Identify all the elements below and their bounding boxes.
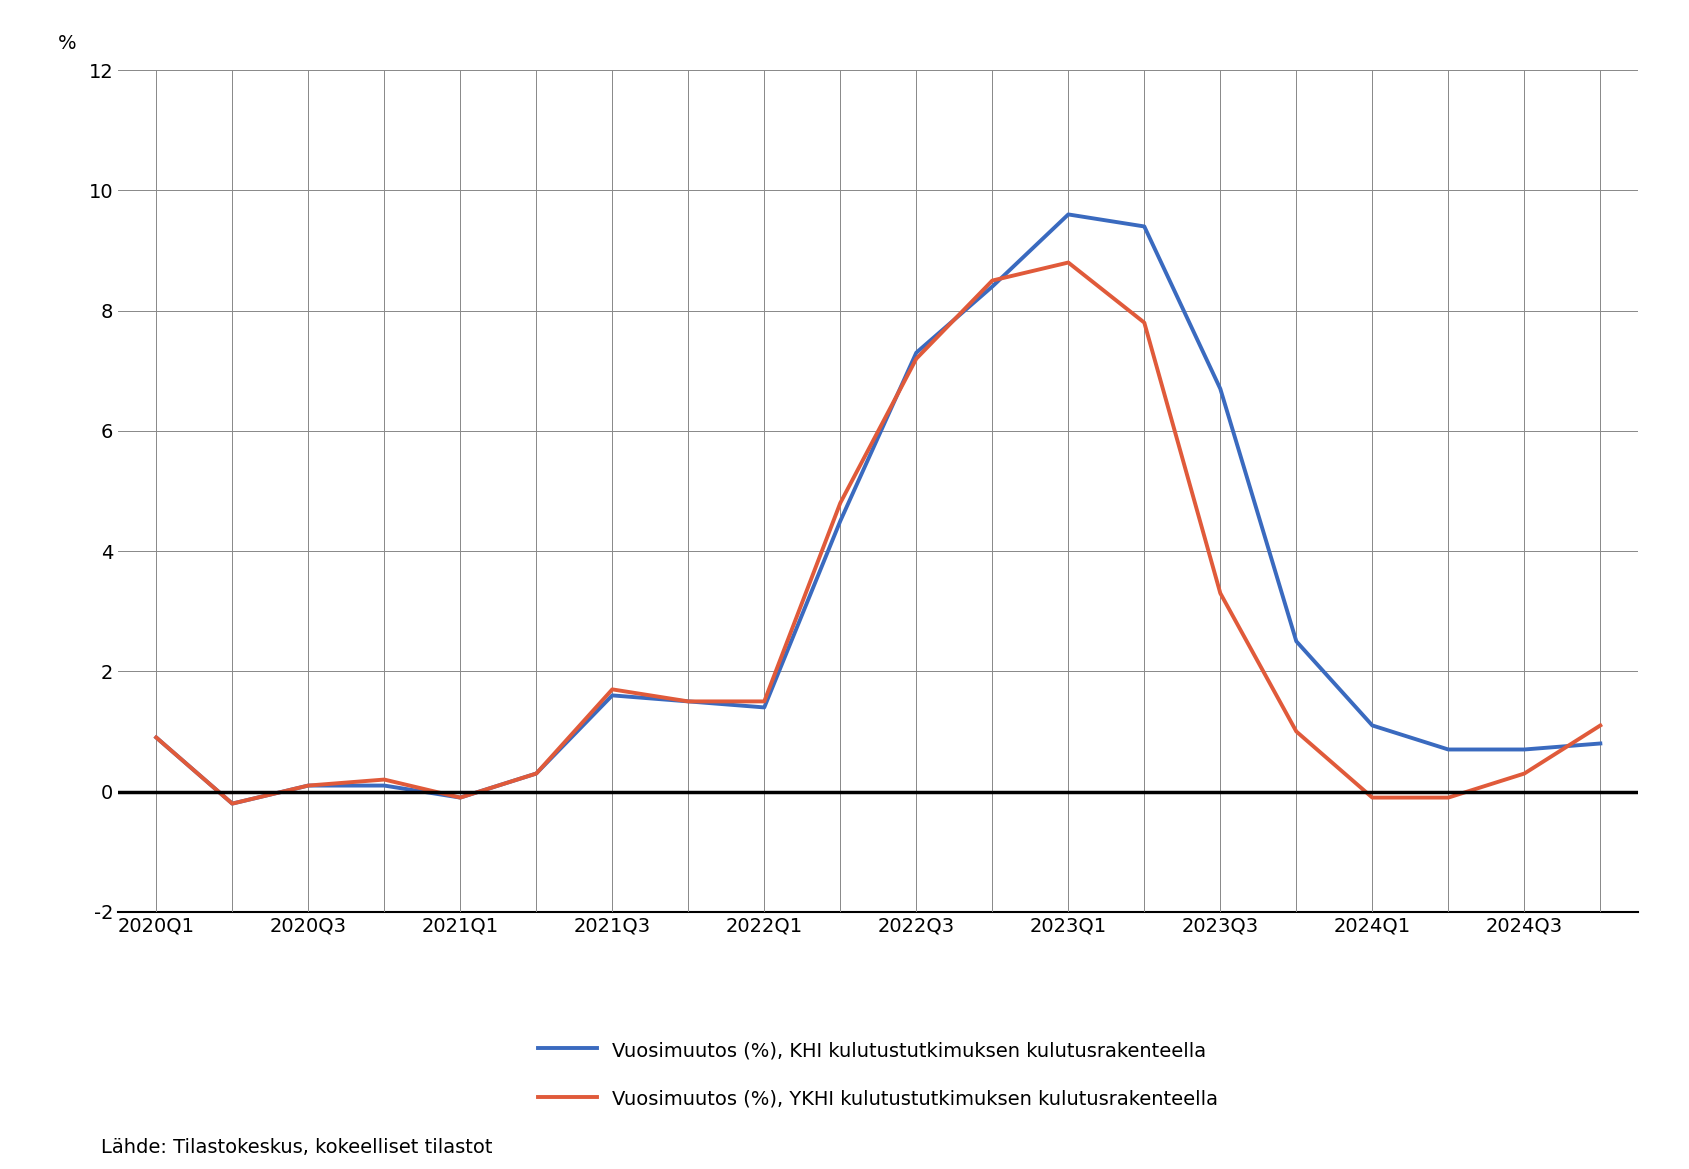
Vuosimuutos (%), YKHI kulutustutkimuksen kulutusrakenteella (1439, 790, 1459, 804)
Vuosimuutos (%), YKHI kulutustutkimuksen kulutusrakenteella (525, 767, 546, 781)
Vuosimuutos (%), KHI kulutustutkimuksen kulutusrakenteella (905, 346, 926, 360)
Vuosimuutos (%), YKHI kulutustutkimuksen kulutusrakenteella (1513, 767, 1534, 781)
Vuosimuutos (%), YKHI kulutustutkimuksen kulutusrakenteella (1589, 719, 1610, 733)
Vuosimuutos (%), KHI kulutustutkimuksen kulutusrakenteella (525, 767, 546, 781)
Vuosimuutos (%), KHI kulutustutkimuksen kulutusrakenteella (221, 796, 243, 810)
Vuosimuutos (%), YKHI kulutustutkimuksen kulutusrakenteella (1209, 586, 1230, 600)
Legend: Vuosimuutos (%), KHI kulutustutkimuksen kulutusrakenteella, Vuosimuutos (%), YKH: Vuosimuutos (%), KHI kulutustutkimuksen … (529, 1031, 1228, 1119)
Vuosimuutos (%), KHI kulutustutkimuksen kulutusrakenteella (981, 279, 1002, 293)
Vuosimuutos (%), YKHI kulutustutkimuksen kulutusrakenteella (601, 683, 622, 697)
Vuosimuutos (%), KHI kulutustutkimuksen kulutusrakenteella (1285, 635, 1306, 649)
Vuosimuutos (%), YKHI kulutustutkimuksen kulutusrakenteella (677, 694, 698, 708)
Vuosimuutos (%), KHI kulutustutkimuksen kulutusrakenteella (1057, 207, 1078, 221)
Vuosimuutos (%), KHI kulutustutkimuksen kulutusrakenteella (601, 689, 622, 703)
Vuosimuutos (%), KHI kulutustutkimuksen kulutusrakenteella (1589, 736, 1610, 750)
Vuosimuutos (%), YKHI kulutustutkimuksen kulutusrakenteella (221, 796, 243, 810)
Vuosimuutos (%), YKHI kulutustutkimuksen kulutusrakenteella (373, 773, 394, 787)
Vuosimuutos (%), YKHI kulutustutkimuksen kulutusrakenteella (1285, 725, 1306, 739)
Vuosimuutos (%), YKHI kulutustutkimuksen kulutusrakenteella (905, 352, 926, 366)
Vuosimuutos (%), KHI kulutustutkimuksen kulutusrakenteella (1361, 719, 1382, 733)
Vuosimuutos (%), YKHI kulutustutkimuksen kulutusrakenteella (1361, 790, 1382, 804)
Vuosimuutos (%), KHI kulutustutkimuksen kulutusrakenteella (145, 731, 166, 745)
Vuosimuutos (%), YKHI kulutustutkimuksen kulutusrakenteella (753, 694, 774, 708)
Vuosimuutos (%), YKHI kulutustutkimuksen kulutusrakenteella (1057, 256, 1078, 270)
Vuosimuutos (%), YKHI kulutustutkimuksen kulutusrakenteella (297, 779, 318, 793)
Vuosimuutos (%), KHI kulutustutkimuksen kulutusrakenteella (677, 694, 698, 708)
Vuosimuutos (%), YKHI kulutustutkimuksen kulutusrakenteella (145, 731, 166, 745)
Vuosimuutos (%), KHI kulutustutkimuksen kulutusrakenteella (829, 514, 850, 528)
Vuosimuutos (%), YKHI kulutustutkimuksen kulutusrakenteella (1133, 316, 1154, 330)
Vuosimuutos (%), KHI kulutustutkimuksen kulutusrakenteella (297, 779, 318, 793)
Vuosimuutos (%), KHI kulutustutkimuksen kulutusrakenteella (1133, 220, 1154, 234)
Text: Lähde: Tilastokeskus, kokeelliset tilastot: Lähde: Tilastokeskus, kokeelliset tilast… (101, 1139, 493, 1157)
Vuosimuutos (%), KHI kulutustutkimuksen kulutusrakenteella (449, 790, 470, 804)
Text: %: % (57, 34, 76, 54)
Vuosimuutos (%), KHI kulutustutkimuksen kulutusrakenteella (1439, 742, 1459, 756)
Vuosimuutos (%), YKHI kulutustutkimuksen kulutusrakenteella (981, 274, 1002, 288)
Vuosimuutos (%), YKHI kulutustutkimuksen kulutusrakenteella (449, 790, 470, 804)
Vuosimuutos (%), KHI kulutustutkimuksen kulutusrakenteella (1513, 742, 1534, 756)
Vuosimuutos (%), KHI kulutustutkimuksen kulutusrakenteella (373, 779, 394, 793)
Vuosimuutos (%), KHI kulutustutkimuksen kulutusrakenteella (753, 700, 774, 714)
Line: Vuosimuutos (%), YKHI kulutustutkimuksen kulutusrakenteella: Vuosimuutos (%), YKHI kulutustutkimuksen… (155, 263, 1599, 803)
Vuosimuutos (%), KHI kulutustutkimuksen kulutusrakenteella (1209, 382, 1230, 396)
Line: Vuosimuutos (%), KHI kulutustutkimuksen kulutusrakenteella: Vuosimuutos (%), KHI kulutustutkimuksen … (155, 214, 1599, 803)
Vuosimuutos (%), YKHI kulutustutkimuksen kulutusrakenteella (829, 496, 850, 510)
